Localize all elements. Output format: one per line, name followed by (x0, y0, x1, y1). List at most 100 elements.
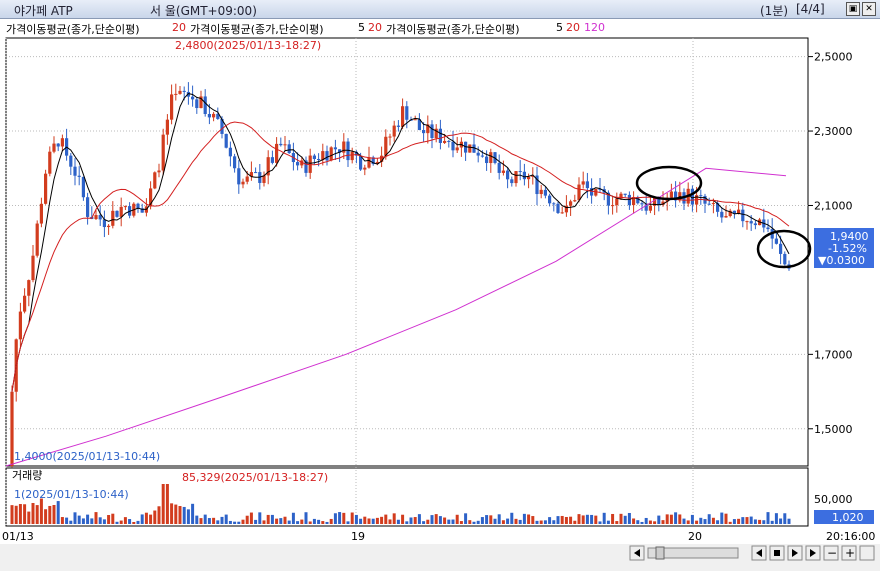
volume-bar (686, 520, 690, 524)
volume-bar (396, 519, 400, 524)
restore-icon[interactable]: ▣ (846, 2, 860, 16)
volume-bar (720, 512, 724, 524)
candle-body (220, 118, 224, 134)
volume-bar (417, 514, 421, 524)
ma5-line (11, 93, 790, 392)
candle-body (317, 158, 321, 160)
volume-bar (216, 520, 220, 524)
candle-body (296, 162, 300, 166)
candle-body (543, 189, 547, 196)
volume-bar (262, 520, 266, 524)
volume-bar (140, 514, 144, 524)
volume-bar (56, 501, 60, 524)
candle-body (31, 255, 35, 281)
interval-label: (1분) (760, 4, 789, 18)
candle-body (674, 191, 678, 201)
volume-bar (753, 519, 757, 524)
volume-bar (640, 521, 644, 524)
candle-body (451, 141, 455, 151)
volume-bar (438, 516, 442, 524)
ma-period-3b: 20 (566, 21, 580, 34)
volume-bar (241, 519, 245, 524)
volume-bar (543, 520, 547, 524)
volume-bar (279, 518, 283, 524)
volume-bar (779, 518, 783, 524)
volume-bar (606, 520, 610, 524)
quote-change-pct: -1.52% (828, 242, 867, 255)
volume-bar (283, 516, 287, 524)
candle-body (77, 175, 81, 177)
volume-bar (325, 521, 329, 524)
volume-bar (35, 505, 39, 524)
candle-body (44, 173, 48, 204)
candle-body (153, 172, 157, 189)
candle-body (312, 155, 316, 159)
volume-badge (814, 510, 874, 524)
settings-icon[interactable] (859, 545, 875, 561)
volume-bar (136, 520, 140, 524)
quote-badge (814, 228, 874, 268)
volume-bar (716, 520, 720, 524)
candle-body (438, 128, 442, 143)
svg-text:+: + (845, 546, 855, 560)
candle-body (590, 188, 594, 196)
volume-bar (249, 512, 253, 524)
volume-bar (627, 512, 631, 524)
zoom-in-icon[interactable] (841, 545, 857, 561)
circle-annotation-1 (635, 165, 703, 201)
candle-body (346, 141, 350, 161)
volume-bar (598, 521, 602, 524)
volume-bar (258, 512, 262, 524)
candle-body (207, 113, 211, 118)
volume-min-annotation: 1(2025/01/13-10:44) (14, 488, 129, 501)
candle-body (228, 147, 232, 157)
candle-body (249, 172, 253, 177)
volume-bar (317, 519, 321, 524)
volume-bar (489, 515, 493, 524)
candle-body (426, 124, 430, 134)
candle-body (384, 136, 388, 156)
page-indicator: [4/4] (796, 2, 825, 16)
candle-body (216, 113, 220, 119)
volume-bar (161, 484, 165, 524)
candle-body (518, 171, 522, 173)
volume-bar (447, 519, 451, 524)
candle-body (279, 143, 283, 146)
volume-bar (703, 519, 707, 524)
zoom-slider[interactable] (647, 547, 739, 559)
y-tick-label: 2,3000 (814, 125, 853, 138)
volume-bar (560, 515, 564, 524)
volume-bar (111, 513, 115, 524)
candle-body (275, 143, 279, 163)
candle-body (371, 157, 375, 165)
candle-body (270, 157, 274, 163)
candle-body (81, 176, 85, 198)
volume-bar (224, 514, 228, 524)
volume-bar (615, 521, 619, 524)
volume-bar (564, 516, 568, 524)
candle-body (321, 151, 325, 160)
volume-bar (52, 504, 56, 524)
volume-bar (464, 513, 468, 524)
volume-bar (766, 512, 770, 524)
volume-bar (60, 517, 64, 524)
candle-body (606, 192, 610, 206)
volume-bar (556, 516, 560, 524)
volume-title: 거래량 (12, 469, 42, 482)
volume-bar (506, 518, 510, 524)
candle-body (522, 171, 526, 180)
candle-body (640, 203, 644, 205)
close-icon[interactable]: ✕ (862, 2, 876, 16)
candle-body (363, 167, 367, 170)
zoom-out-icon[interactable] (823, 545, 839, 561)
y-tick-label: 1,7000 (814, 348, 853, 361)
zoom-handle[interactable] (655, 546, 665, 560)
ma-period-2b: 20 (368, 21, 382, 34)
volume-bar (254, 519, 258, 524)
volume-bar (237, 521, 241, 524)
volume-bar (602, 512, 606, 524)
candle-body (237, 168, 241, 185)
volume-bar (653, 521, 657, 524)
volume-bar (367, 518, 371, 524)
